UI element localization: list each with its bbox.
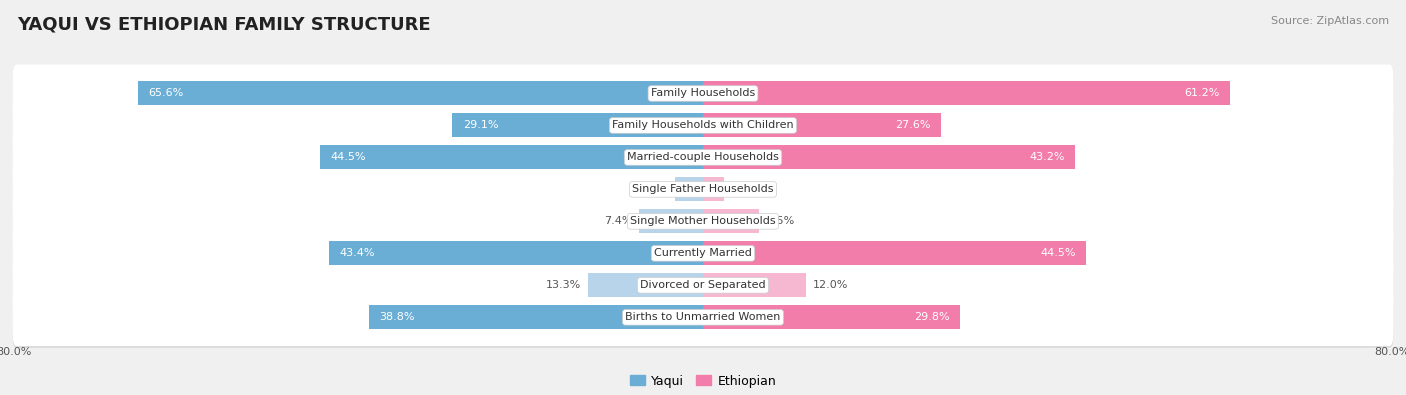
Text: 38.8%: 38.8% (380, 312, 415, 322)
Text: 43.4%: 43.4% (340, 248, 375, 258)
Bar (319, 145, 703, 169)
Bar (703, 273, 807, 297)
Text: 29.1%: 29.1% (463, 120, 498, 130)
Text: Source: ZipAtlas.com: Source: ZipAtlas.com (1271, 16, 1389, 26)
Text: 12.0%: 12.0% (813, 280, 849, 290)
Legend: Yaqui, Ethiopian: Yaqui, Ethiopian (624, 370, 782, 393)
Bar (703, 81, 1230, 105)
FancyBboxPatch shape (13, 66, 1393, 124)
FancyBboxPatch shape (13, 256, 1393, 314)
Text: Married-couple Households: Married-couple Households (627, 152, 779, 162)
Text: 43.2%: 43.2% (1029, 152, 1064, 162)
Bar (703, 209, 759, 233)
Bar (329, 241, 703, 265)
FancyBboxPatch shape (13, 130, 1393, 188)
Text: 6.5%: 6.5% (766, 216, 794, 226)
Bar (703, 305, 960, 329)
Text: Single Father Households: Single Father Households (633, 184, 773, 194)
Bar (589, 273, 703, 297)
FancyBboxPatch shape (13, 226, 1393, 284)
Text: 44.5%: 44.5% (330, 152, 366, 162)
FancyBboxPatch shape (13, 98, 1393, 156)
FancyBboxPatch shape (13, 258, 1393, 316)
Text: Currently Married: Currently Married (654, 248, 752, 258)
Bar (703, 177, 724, 201)
FancyBboxPatch shape (13, 288, 1393, 346)
Bar (368, 305, 703, 329)
Text: 13.3%: 13.3% (547, 280, 582, 290)
Text: 3.2%: 3.2% (640, 184, 669, 194)
FancyBboxPatch shape (13, 64, 1393, 122)
Bar (703, 113, 941, 137)
Text: 27.6%: 27.6% (894, 120, 931, 130)
FancyBboxPatch shape (13, 128, 1393, 186)
FancyBboxPatch shape (13, 194, 1393, 252)
FancyBboxPatch shape (13, 160, 1393, 218)
FancyBboxPatch shape (13, 162, 1393, 220)
Text: Family Households: Family Households (651, 88, 755, 98)
FancyBboxPatch shape (13, 192, 1393, 250)
Bar (703, 241, 1087, 265)
Bar (138, 81, 703, 105)
Text: YAQUI VS ETHIOPIAN FAMILY STRUCTURE: YAQUI VS ETHIOPIAN FAMILY STRUCTURE (17, 16, 430, 34)
Bar (675, 177, 703, 201)
Text: 61.2%: 61.2% (1184, 88, 1219, 98)
Text: 65.6%: 65.6% (149, 88, 184, 98)
Text: 2.4%: 2.4% (731, 184, 759, 194)
FancyBboxPatch shape (13, 224, 1393, 282)
Bar (453, 113, 703, 137)
Bar (640, 209, 703, 233)
Text: Births to Unmarried Women: Births to Unmarried Women (626, 312, 780, 322)
Text: 29.8%: 29.8% (914, 312, 949, 322)
FancyBboxPatch shape (13, 290, 1393, 348)
Text: Single Mother Households: Single Mother Households (630, 216, 776, 226)
Text: 44.5%: 44.5% (1040, 248, 1076, 258)
FancyBboxPatch shape (13, 96, 1393, 154)
Text: Family Households with Children: Family Households with Children (612, 120, 794, 130)
Text: Divorced or Separated: Divorced or Separated (640, 280, 766, 290)
Text: 7.4%: 7.4% (605, 216, 633, 226)
Bar (703, 145, 1076, 169)
